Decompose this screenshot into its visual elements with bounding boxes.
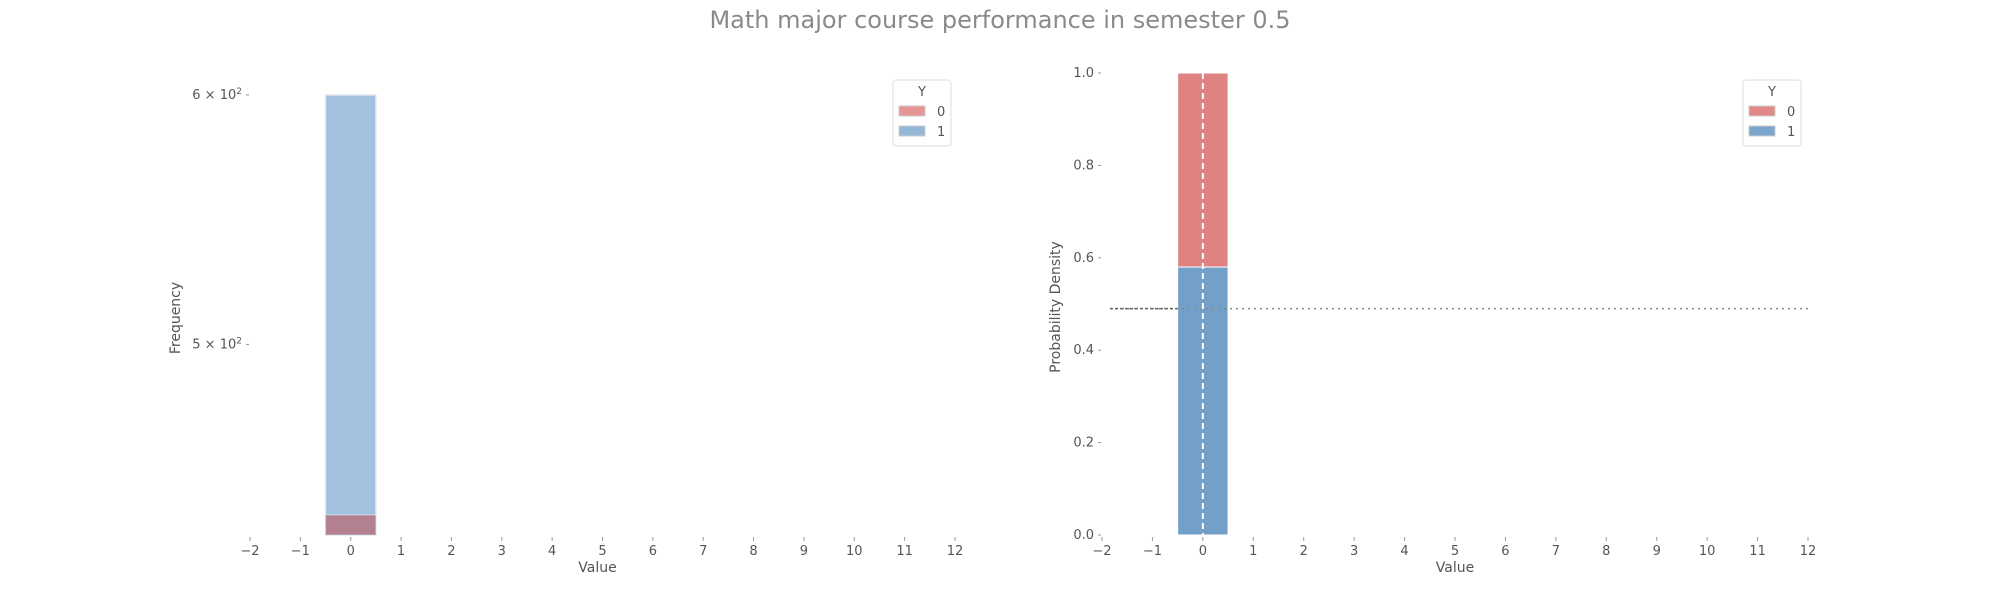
x-tick-label: 0 bbox=[1199, 544, 1207, 559]
x-tick-label: 10 bbox=[846, 544, 863, 559]
legend-label-1: 1 bbox=[937, 125, 945, 140]
x-tick-label: 2 bbox=[447, 544, 455, 559]
x-tick-label: 12 bbox=[1800, 544, 1817, 559]
x-tick-label: 3 bbox=[498, 544, 506, 559]
y-tick-exponent: 2 bbox=[236, 336, 242, 346]
x-tick-label: 8 bbox=[749, 544, 757, 559]
x-tick-label: 1 bbox=[1249, 544, 1257, 559]
x-tick-label: 2 bbox=[1300, 544, 1308, 559]
x-tick-label: 5 bbox=[1451, 544, 1459, 559]
x-tick-label: −2 bbox=[1092, 544, 1111, 559]
legend-swatch-0 bbox=[1748, 105, 1776, 117]
chart-panel-right: −2 −1 0 1 2 3 4 5 6 7 8 9 10 11 120.00.20.40.60.81.0Va… bbox=[1048, 66, 1816, 576]
x-tick-label: 10 bbox=[1699, 544, 1716, 559]
bar-overlap-shade bbox=[325, 515, 376, 535]
y-tick-label: 0.0 bbox=[1073, 528, 1094, 543]
x-tick-label: 0 bbox=[347, 544, 355, 559]
legend-label-0: 0 bbox=[937, 105, 945, 120]
y-tick-label: 5 × 102 bbox=[192, 336, 242, 352]
legend-swatch-0 bbox=[898, 105, 926, 117]
x-tick-label: −2 bbox=[240, 544, 259, 559]
legend-title: Y bbox=[917, 85, 926, 100]
x-tick-label: 7 bbox=[1552, 544, 1560, 559]
y-tick-label: 0.8 bbox=[1073, 158, 1094, 173]
x-tick-label: −1 bbox=[291, 544, 310, 559]
y-axis-label: Probability Density bbox=[1048, 241, 1064, 373]
legend-swatch-1 bbox=[898, 125, 926, 137]
legend-title: Y bbox=[1767, 85, 1776, 100]
x-tick-label: 8 bbox=[1602, 544, 1610, 559]
figure-title: Math major course performance in semeste… bbox=[709, 6, 1291, 34]
x-tick-label: −1 bbox=[1143, 544, 1162, 559]
x-tick-label: 6 bbox=[1501, 544, 1509, 559]
y-tick-label: 6 × 102 bbox=[192, 87, 242, 103]
x-tick-label: 4 bbox=[1400, 544, 1408, 559]
legend-swatch-1 bbox=[1748, 125, 1776, 137]
x-tick-label: 3 bbox=[1350, 544, 1358, 559]
x-axis-label: Value bbox=[1436, 560, 1474, 576]
bar-series-1 bbox=[324, 94, 377, 536]
legend-label-1: 1 bbox=[1787, 125, 1795, 140]
bar-series-0 bbox=[325, 514, 377, 536]
x-tick-label: 11 bbox=[896, 544, 913, 559]
y-tick-label: 0.6 bbox=[1073, 251, 1094, 266]
x-tick-label: 11 bbox=[1749, 544, 1766, 559]
y-tick-exponent: 2 bbox=[236, 87, 242, 97]
y-axis-label: Frequency bbox=[168, 282, 184, 354]
x-tick-label: 5 bbox=[598, 544, 606, 559]
x-tick-label: 4 bbox=[548, 544, 556, 559]
bar-series-1 bbox=[1177, 266, 1229, 536]
x-tick-label: 7 bbox=[699, 544, 707, 559]
x-tick-label: 6 bbox=[649, 544, 657, 559]
legend-label-0: 0 bbox=[1787, 105, 1795, 120]
y-tick-label: 0.4 bbox=[1073, 343, 1094, 358]
x-tick-label: 1 bbox=[397, 544, 405, 559]
y-tick-label: 0.2 bbox=[1073, 436, 1094, 451]
x-tick-label: 9 bbox=[1653, 544, 1661, 559]
x-axis-label: Value bbox=[578, 560, 616, 576]
x-tick-label: 12 bbox=[947, 544, 964, 559]
y-tick-label: 1.0 bbox=[1073, 66, 1094, 81]
x-tick-label: 9 bbox=[800, 544, 808, 559]
